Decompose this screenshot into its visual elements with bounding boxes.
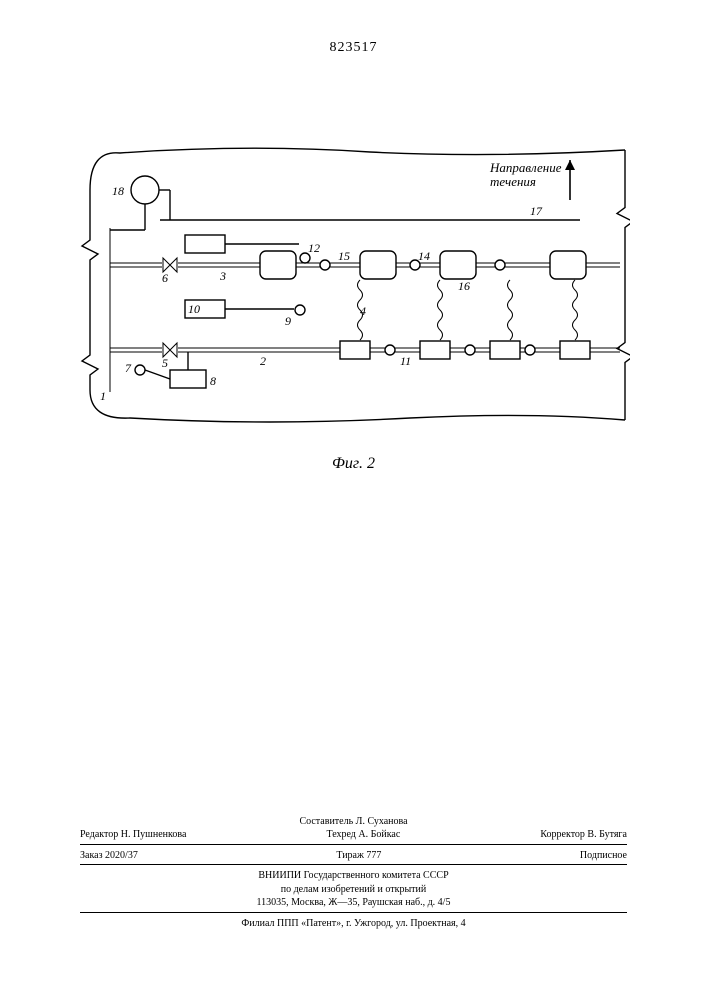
svg-text:1: 1 [100,389,106,403]
svg-text:9: 9 [285,314,291,328]
svg-text:11: 11 [400,354,411,368]
svg-text:18: 18 [112,184,124,198]
technical-diagram: Направлениетечения1817121514166341095211… [70,140,630,440]
svg-text:Направление: Направление [489,160,562,175]
techred-label: Техред А. Бойкас [326,828,400,842]
patent-number: 823517 [0,40,707,56]
compiler-line: Составитель Л. Суханова [80,815,627,829]
subscription-label: Подписное [580,849,627,863]
addr-line1: 113035, Москва, Ж—35, Раушская наб., д. … [80,896,627,910]
svg-text:14: 14 [418,249,430,263]
svg-text:17: 17 [530,204,543,218]
corrector-label: Корректор В. Бутяга [540,828,627,842]
svg-text:15: 15 [338,249,350,263]
svg-text:12: 12 [308,241,320,255]
org-line1: ВНИИПИ Государственного комитета СССР [80,869,627,883]
footer-block: Составитель Л. Суханова Редактор Н. Пушн… [80,815,627,931]
svg-text:течения: течения [490,174,536,189]
svg-text:8: 8 [210,374,216,388]
svg-text:7: 7 [125,361,132,375]
tirage-label: Тираж 777 [336,849,381,863]
svg-text:3: 3 [219,269,226,283]
svg-text:10: 10 [188,302,200,316]
addr-line2: Филиал ППП «Патент», г. Ужгород, ул. Про… [80,917,627,931]
order-label: Заказ 2020/37 [80,849,138,863]
editor-label: Редактор Н. Пушненкова [80,828,186,842]
svg-text:2: 2 [260,354,266,368]
svg-text:16: 16 [458,279,470,293]
svg-text:4: 4 [360,304,366,318]
org-line2: по делам изобретений и открытий [80,883,627,897]
svg-text:5: 5 [162,356,168,370]
figure-label: Фиг. 2 [0,455,707,473]
svg-text:6: 6 [162,271,168,285]
